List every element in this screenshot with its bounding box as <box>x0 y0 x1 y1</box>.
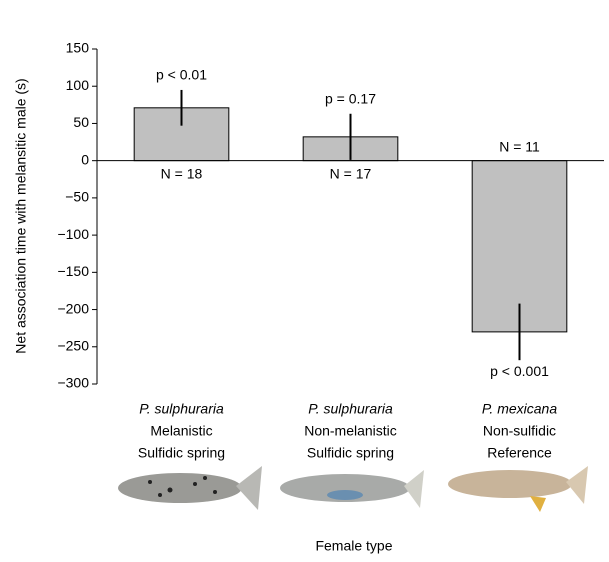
n-label: N = 18 <box>161 165 203 181</box>
p-label: p = 0.17 <box>325 90 376 106</box>
y-tick-label: −50 <box>65 189 89 205</box>
category-label: Reference <box>487 445 552 461</box>
n-label: N = 11 <box>499 138 540 154</box>
y-tick-label: 100 <box>66 77 90 93</box>
fish-melanistic <box>118 466 262 510</box>
n-label: N = 17 <box>330 165 372 181</box>
chart: Net association time with melansitic mal… <box>0 0 609 562</box>
y-tick-label: 0 <box>81 151 89 167</box>
category-label: P. sulphuraria <box>139 401 224 417</box>
category-label: Non-melanistic <box>304 423 397 439</box>
fish-non-melanistic <box>280 470 424 508</box>
category-label: Melanistic <box>150 423 212 439</box>
y-tick-label: 50 <box>73 114 89 130</box>
p-label: p < 0.001 <box>490 363 549 379</box>
y-axis-label: Net association time with melansitic mal… <box>13 78 29 353</box>
p-label: p < 0.01 <box>156 67 207 83</box>
y-tick-label: −200 <box>57 300 89 316</box>
y-tick-label: −100 <box>57 226 89 242</box>
category-label: P. sulphuraria <box>308 401 393 417</box>
category-label: Non-sulfidic <box>483 423 556 439</box>
y-tick-label: −150 <box>57 263 89 279</box>
category-label: Sulfidic spring <box>307 445 394 461</box>
category-label: Sulfidic spring <box>138 445 225 461</box>
y-tick-label: −300 <box>57 375 89 391</box>
y-tick-label: −250 <box>57 337 89 353</box>
y-tick-label: 150 <box>66 40 90 56</box>
category-label: P. mexicana <box>482 401 557 417</box>
fish-reference <box>448 466 588 512</box>
x-axis-label: Female type <box>315 538 392 554</box>
